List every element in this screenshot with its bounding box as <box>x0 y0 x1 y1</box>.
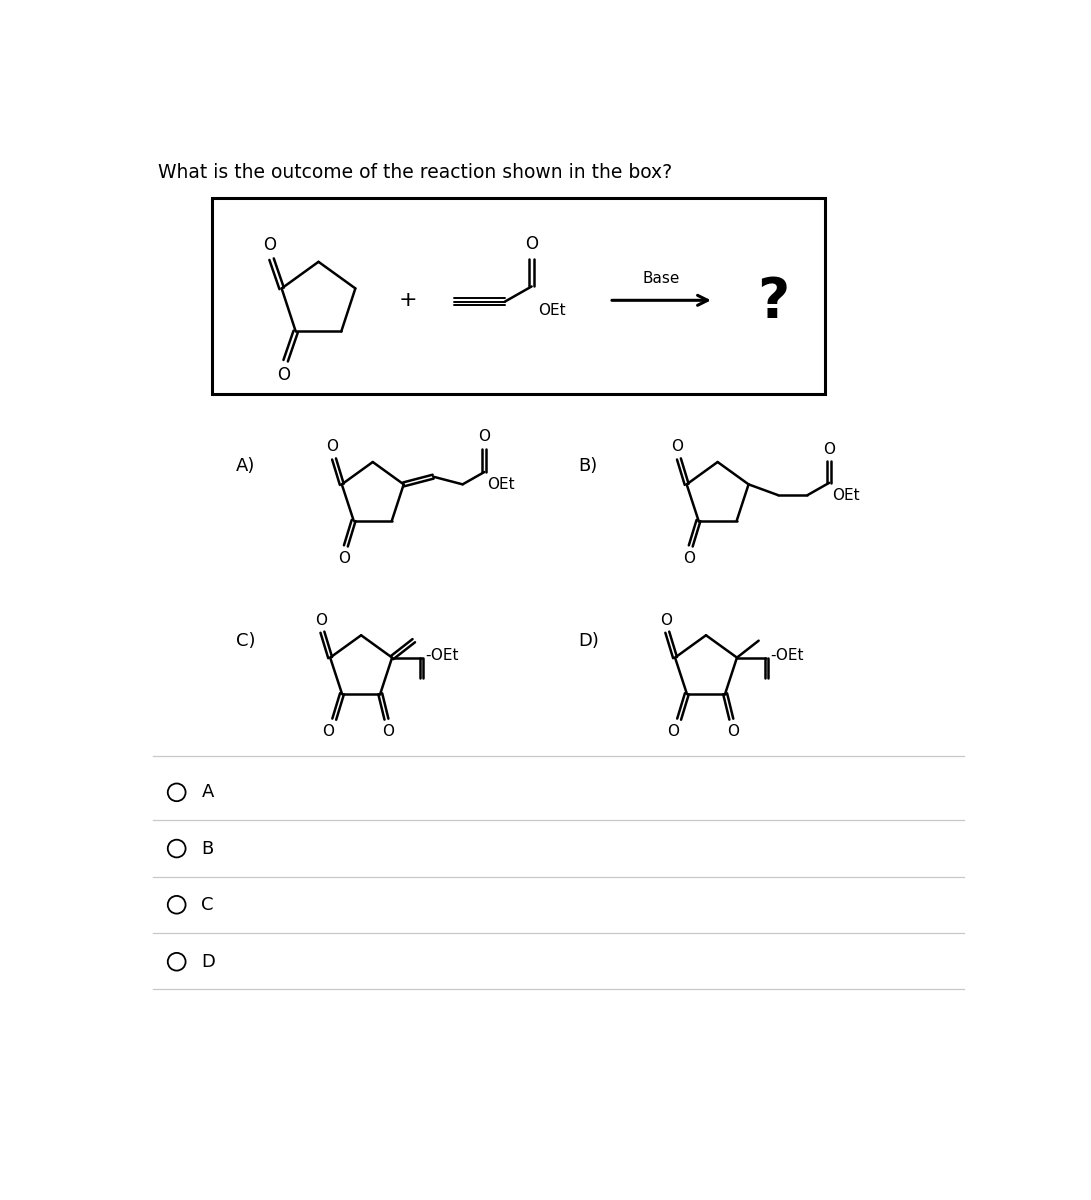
Text: O: O <box>326 439 338 455</box>
Text: A: A <box>202 784 214 802</box>
Text: O: O <box>315 612 327 628</box>
Text: O: O <box>277 366 290 384</box>
Text: D: D <box>202 953 215 971</box>
Text: O: O <box>264 235 276 253</box>
Text: OEt: OEt <box>488 478 515 492</box>
Circle shape <box>168 896 185 913</box>
Text: D): D) <box>578 631 599 649</box>
Text: O: O <box>667 724 679 739</box>
Text: B): B) <box>578 457 598 475</box>
Text: OEt: OEt <box>538 304 565 318</box>
Text: ?: ? <box>757 275 790 329</box>
Text: Base: Base <box>643 271 680 287</box>
Bar <box>213 198 825 395</box>
Text: O: O <box>727 724 739 739</box>
Text: What is the outcome of the reaction shown in the box?: What is the outcome of the reaction show… <box>158 163 672 182</box>
Text: -OEt: -OEt <box>425 648 459 662</box>
Text: OEt: OEt <box>832 488 860 503</box>
Circle shape <box>168 840 185 858</box>
Text: +: + <box>398 290 417 311</box>
Text: O: O <box>660 612 672 628</box>
Text: C): C) <box>236 631 255 649</box>
Text: O: O <box>382 724 394 739</box>
Text: O: O <box>824 442 836 457</box>
Text: O: O <box>671 439 683 455</box>
Text: C: C <box>202 895 214 913</box>
Text: B: B <box>202 840 214 858</box>
Text: A): A) <box>236 457 255 475</box>
Circle shape <box>168 953 185 971</box>
Text: O: O <box>322 724 334 739</box>
Circle shape <box>168 784 185 802</box>
Text: O: O <box>525 235 538 253</box>
Text: O: O <box>683 551 695 565</box>
Text: O: O <box>338 551 350 565</box>
Text: -OEt: -OEt <box>770 648 804 662</box>
Text: O: O <box>478 430 490 444</box>
